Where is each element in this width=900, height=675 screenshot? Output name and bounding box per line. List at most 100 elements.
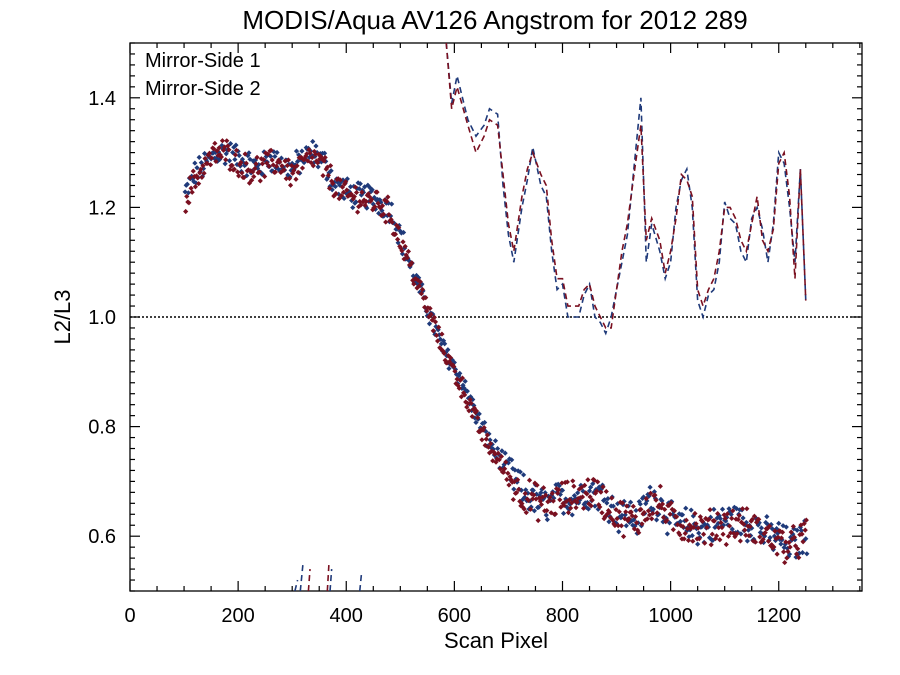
data-point — [709, 531, 715, 537]
data-point — [262, 173, 268, 180]
data-point — [451, 363, 457, 370]
data-point — [336, 191, 342, 197]
data-point — [569, 512, 575, 518]
data-point — [250, 169, 256, 175]
data-point — [522, 490, 528, 497]
data-point — [186, 200, 192, 206]
data-point — [515, 468, 521, 474]
data-point — [799, 550, 806, 556]
data-point — [797, 524, 803, 530]
data-point — [742, 527, 748, 533]
data-point — [293, 148, 300, 154]
data-point — [752, 539, 759, 545]
data-point — [689, 533, 695, 539]
binned-line-fragment — [358, 574, 363, 591]
data-point — [764, 526, 770, 532]
data-point — [190, 168, 196, 174]
data-point — [267, 153, 274, 159]
data-point — [762, 530, 768, 536]
data-point — [423, 295, 429, 301]
data-point — [794, 527, 800, 533]
data-point — [322, 154, 328, 161]
data-point — [681, 536, 687, 542]
data-point — [603, 488, 609, 495]
data-point — [287, 182, 294, 188]
data-point — [258, 156, 264, 162]
data-point — [398, 230, 404, 236]
y-axis-label: L2/L3 — [50, 289, 75, 344]
data-point — [405, 248, 412, 255]
data-point — [711, 518, 718, 524]
data-point — [397, 243, 403, 250]
data-point — [688, 526, 694, 532]
data-point — [553, 482, 559, 488]
data-point — [416, 283, 422, 289]
data-point — [477, 429, 483, 435]
data-point — [322, 150, 328, 156]
data-point — [353, 199, 359, 205]
data-point — [453, 380, 459, 387]
data-point — [254, 154, 260, 160]
data-point — [419, 286, 426, 293]
data-point — [310, 138, 316, 145]
data-point — [344, 187, 350, 193]
data-point — [793, 551, 800, 557]
data-point — [451, 359, 457, 366]
data-point — [692, 510, 698, 517]
data-point — [677, 532, 683, 538]
data-point — [497, 466, 503, 472]
data-point — [662, 506, 668, 513]
data-point — [793, 554, 799, 560]
data-point — [570, 478, 576, 484]
data-point — [271, 149, 277, 155]
data-point — [588, 503, 594, 509]
data-point — [226, 147, 232, 153]
data-point — [756, 520, 762, 526]
data-point — [447, 355, 454, 361]
data-point — [616, 509, 622, 515]
data-point — [573, 505, 579, 511]
data-point — [786, 539, 792, 546]
data-point — [517, 469, 523, 475]
data-point — [532, 480, 538, 486]
data-point — [369, 187, 375, 193]
data-point — [645, 491, 651, 497]
data-point — [648, 505, 654, 511]
data-point — [761, 539, 767, 546]
data-point — [653, 517, 660, 523]
data-point — [349, 192, 355, 199]
data-point — [239, 170, 245, 176]
data-point — [303, 153, 309, 159]
y-tick-label: 1.2 — [88, 197, 116, 219]
data-point — [344, 176, 350, 182]
data-point — [542, 490, 548, 496]
data-point — [638, 506, 644, 512]
data-point — [758, 525, 765, 531]
data-point — [610, 517, 616, 523]
data-point — [495, 445, 501, 452]
data-point — [502, 466, 508, 472]
data-point — [283, 175, 289, 182]
data-point — [668, 500, 674, 506]
data-point — [475, 415, 481, 421]
data-point — [749, 516, 755, 523]
data-point — [722, 515, 728, 521]
data-point — [555, 490, 561, 496]
data-point — [803, 536, 809, 542]
data-point — [596, 484, 602, 490]
data-point — [631, 517, 637, 523]
data-point — [578, 484, 585, 491]
data-point — [218, 154, 224, 160]
data-point — [431, 314, 437, 320]
data-point — [464, 404, 470, 410]
data-point — [508, 477, 514, 483]
data-point — [585, 506, 592, 512]
data-point — [695, 525, 701, 531]
data-point — [184, 193, 190, 200]
data-point — [691, 524, 697, 531]
data-point — [362, 184, 368, 190]
data-point — [504, 476, 510, 483]
data-point — [659, 501, 666, 507]
data-point — [353, 189, 360, 196]
data-point — [438, 346, 444, 352]
